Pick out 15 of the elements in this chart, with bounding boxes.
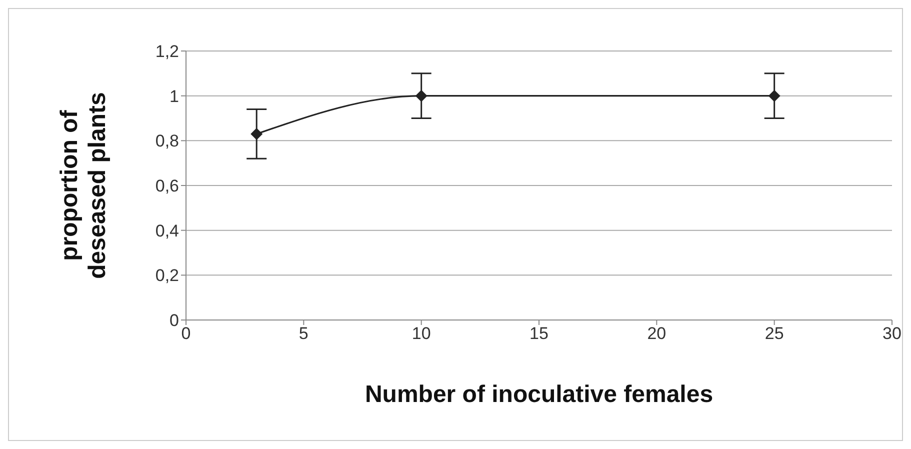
y-tick-label: 0 [170,311,179,330]
x-tick-label: 10 [412,324,431,344]
y-axis-title: proportion of deseased plants [56,92,111,279]
y-tick-label: 1 [170,86,179,106]
x-tick-label: 20 [647,324,666,344]
y-tick-label: 0,2 [155,266,179,286]
x-tick-label: 25 [764,324,784,344]
y-tick-label: 0,4 [155,221,179,240]
x-axis-title: Number of inoculative females [364,381,714,408]
y-tick-label: 0,6 [155,176,179,196]
y-tick-label: 0,8 [155,132,179,151]
x-tick-label: 5 [298,324,308,344]
x-tick-label: 30 [882,324,902,344]
x-tick-label: 15 [530,324,548,344]
y-tick-label: 1,2 [155,42,179,62]
